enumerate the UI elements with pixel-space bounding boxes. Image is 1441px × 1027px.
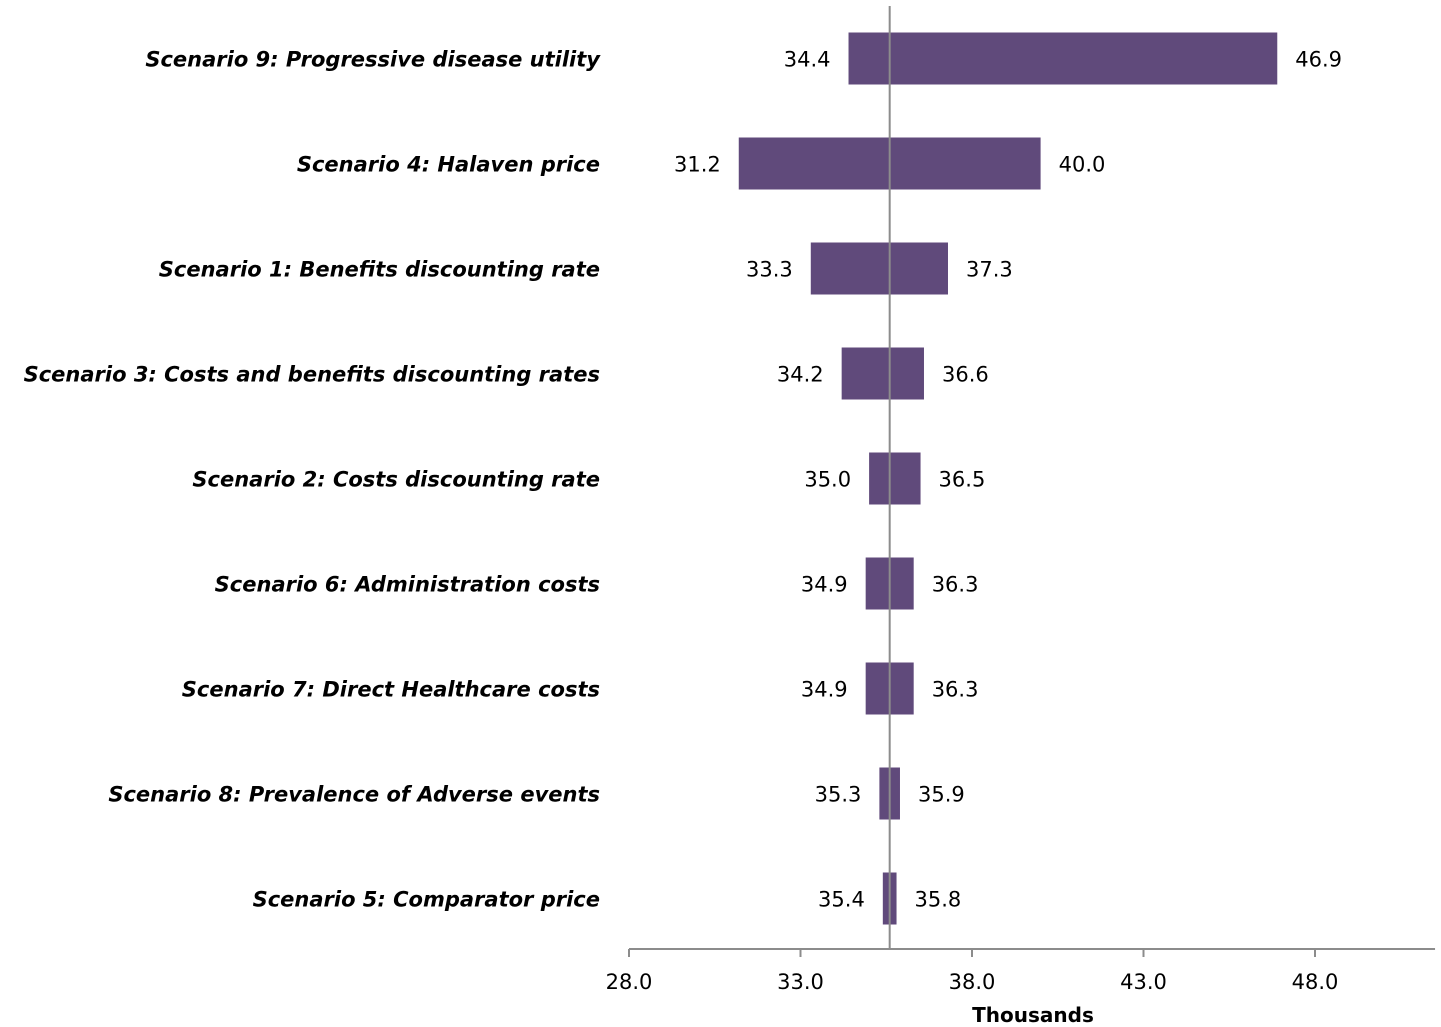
category-label: Scenario 3: Costs and benefits discounti… xyxy=(24,363,600,387)
category-label: Scenario 7: Direct Healthcare costs xyxy=(182,678,600,702)
x-tick-label: 43.0 xyxy=(1120,970,1167,994)
low-value-label: 35.0 xyxy=(804,468,851,492)
category-label: Scenario 1: Benefits discounting rate xyxy=(159,258,600,282)
low-value-label: 35.4 xyxy=(818,888,865,912)
low-value-label: 34.9 xyxy=(801,573,848,597)
category-label: Scenario 6: Administration costs xyxy=(215,573,600,597)
category-label: Scenario 5: Comparator price xyxy=(253,888,600,912)
low-value-label: 34.4 xyxy=(784,48,831,72)
x-tick-label: 38.0 xyxy=(949,970,996,994)
low-value-label: 34.2 xyxy=(777,363,824,387)
category-label: Scenario 4: Halaven price xyxy=(297,153,600,177)
bar-scenario-1 xyxy=(848,32,1278,85)
high-value-label: 37.3 xyxy=(966,258,1013,282)
bar-scenario-4 xyxy=(841,347,924,400)
high-value-label: 35.8 xyxy=(915,888,962,912)
high-value-label: 36.6 xyxy=(942,363,989,387)
low-value-label: 31.2 xyxy=(674,153,721,177)
bar-scenario-5 xyxy=(869,452,921,505)
high-value-label: 40.0 xyxy=(1059,153,1106,177)
category-label: Scenario 2: Costs discounting rate xyxy=(192,468,600,492)
x-tick-label: 33.0 xyxy=(777,970,824,994)
bar-scenario-3 xyxy=(810,242,948,295)
low-value-label: 35.3 xyxy=(815,783,862,807)
x-axis-title: Thousands xyxy=(972,1003,1094,1027)
high-value-label: 36.5 xyxy=(939,468,986,492)
category-label: Scenario 8: Prevalence of Adverse events xyxy=(108,783,600,807)
low-value-label: 33.3 xyxy=(746,258,793,282)
low-value-label: 34.9 xyxy=(801,678,848,702)
x-tick-label: 28.0 xyxy=(606,970,653,994)
high-value-label: 35.9 xyxy=(918,783,965,807)
category-label: Scenario 9: Progressive disease utility xyxy=(145,48,601,72)
x-axis-ticks: 28.0 33.0 38.0 43.0 48.0 xyxy=(606,949,1339,994)
x-tick-label: 48.0 xyxy=(1292,970,1339,994)
high-value-label: 36.3 xyxy=(932,678,979,702)
labels-layer: Scenario 9: Progressive disease utility 3… xyxy=(24,48,1342,912)
high-value-label: 46.9 xyxy=(1295,48,1342,72)
high-value-label: 36.3 xyxy=(932,573,979,597)
